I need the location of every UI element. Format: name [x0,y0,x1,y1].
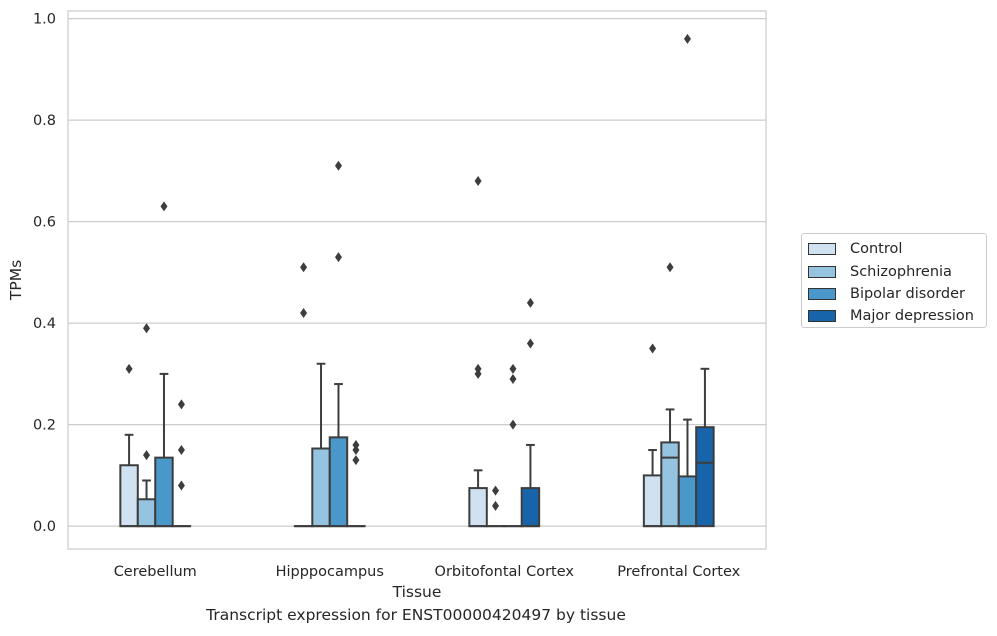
boxes-layer [119,33,715,528]
box-body [677,475,698,528]
outlier-point [300,262,308,273]
box-cerebellum-schizophrenia [136,323,157,528]
legend-item-bipolar-disorder: Bipolar disorder [808,283,986,305]
box-hipppocampus-schizophrenia [311,362,331,528]
outlier-point [666,262,674,273]
box-body [328,436,349,528]
outlier-point [143,450,151,461]
y-tick-label: 0.0 [33,519,56,535]
legend-label-major-depression: Major depression [850,308,974,325]
y-tick-label: 0.6 [33,215,56,231]
box-hipppocampus-control [293,262,314,528]
legend-label-control: Control [850,241,903,258]
outlier-point [177,445,185,456]
outlier-point [474,368,482,379]
box-body [695,426,715,528]
box-body [136,498,157,528]
y-tick-label: 0.2 [33,418,56,434]
box-body [468,487,488,528]
outlier-point [509,419,517,430]
legend-swatch-bipolar-disorder [808,287,836,300]
box-hipppocampus-major-depression [346,439,366,528]
outlier-point [352,445,360,456]
legend-swatch-major-depression [808,310,836,323]
x-tick-label: Orbitofontal Cortex [435,564,575,580]
x-axis-label: Tissue [392,583,442,601]
legend: Control Schizophrenia Bipolar disorder M… [801,233,987,328]
box-body [311,447,331,528]
legend-label-schizophrenia: Schizophrenia [850,263,952,280]
box-prefrontal-cortex-bipolar-disorder [677,33,698,528]
outlier-point [177,399,185,410]
x-tick-label: Cerebellum [114,564,197,580]
box-body [660,441,680,528]
y-tick-label: 0.8 [33,113,56,129]
box-body [520,487,541,528]
outlier-point [492,485,500,496]
box-body [119,464,139,528]
outlier-point [683,33,691,44]
outlier-point [334,160,342,171]
tick-labels: 0.0 0.2 0.4 0.6 0.8 1.0 Cerebellum Hipppocampus… [33,12,741,580]
legend-item-major-depression: Major depression [808,305,986,327]
outlier-point [492,500,500,511]
box-orbitofontal-cortex-schizophrenia [485,485,506,528]
outlier-point [125,363,133,374]
box-orbitofontal-cortex-bipolar-disorder [503,363,523,528]
outlier-point [509,363,517,374]
chart-caption: Transcript expression for ENST0000042049… [206,606,626,624]
outlier-point [352,439,360,450]
outlier-point [474,176,482,187]
x-tick-label: Prefrontal Cortex [617,564,740,580]
legend-item-schizophrenia: Schizophrenia [808,260,986,282]
legend-swatch-control [808,243,836,256]
y-tick-label: 1.0 [33,12,56,28]
outlier-point [526,338,534,349]
legend-label-bipolar-disorder: Bipolar disorder [850,285,965,302]
outlier-point [649,343,657,354]
box-orbitofontal-cortex-major-depression [520,297,541,528]
y-tick-label: 0.4 [33,316,56,332]
box-orbitofontal-cortex-control [468,176,488,528]
outlier-point [334,252,342,263]
outlier-point [143,323,151,334]
box-hipppocampus-bipolar-disorder [328,160,349,528]
legend-item-control: Control [808,238,986,260]
box-cerebellum-bipolar-disorder [154,201,174,528]
outlier-point [474,363,482,374]
outlier-point [526,297,534,308]
box-cerebellum-major-depression [171,399,192,528]
box-body [642,474,663,528]
box-prefrontal-cortex-major-depression [695,367,715,528]
outlier-point [509,373,517,384]
outlier-point [352,455,360,466]
box-cerebellum-control [119,363,139,528]
outlier-point [300,307,308,318]
box-prefrontal-cortex-schizophrenia [660,262,680,528]
y-axis-label: TPMs [7,260,25,301]
outlier-point [160,201,168,212]
legend-swatch-schizophrenia [808,265,836,278]
plot-frame [67,10,767,550]
outlier-point [177,480,185,491]
box-body [154,456,174,528]
x-tick-label: Hipppocampus [276,564,384,580]
box-prefrontal-cortex-control [642,343,663,528]
